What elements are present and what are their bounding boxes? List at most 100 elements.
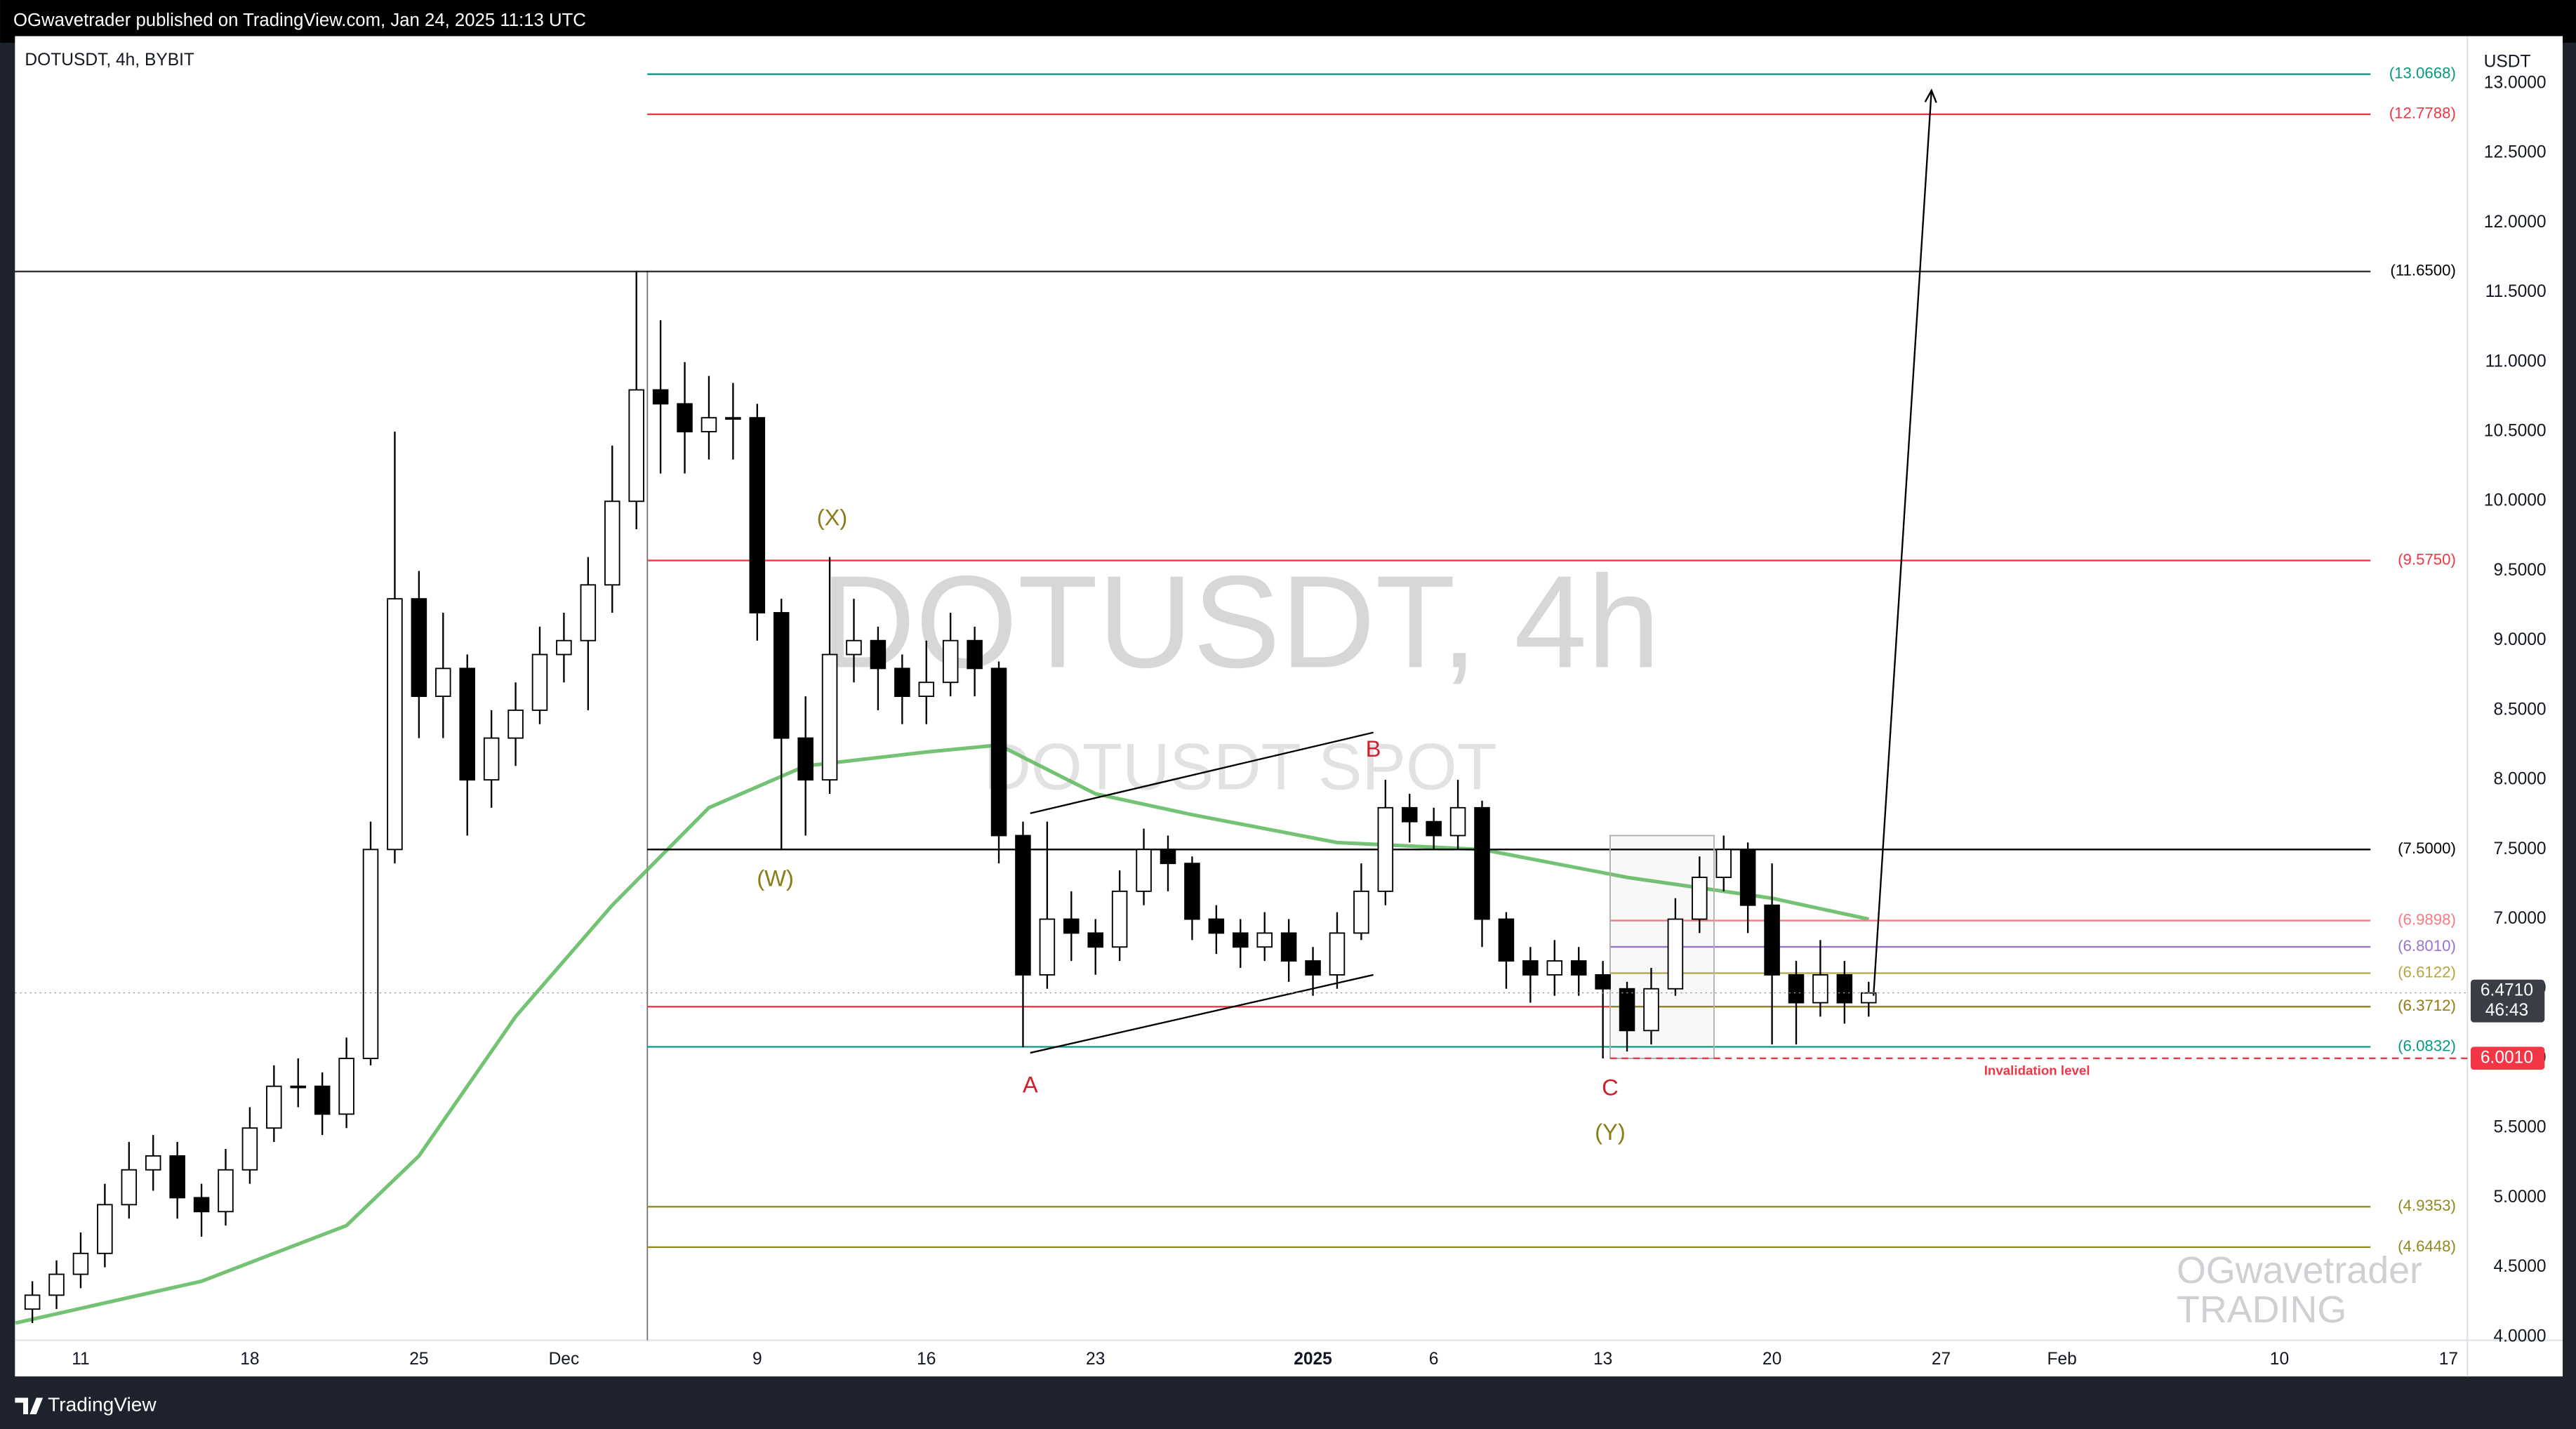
level-label: (6.3712) <box>2398 997 2456 1014</box>
candle-body <box>1305 960 1321 976</box>
x-tick-label: 20 <box>1762 1350 1781 1369</box>
moving-average <box>15 743 1869 1325</box>
candle-body <box>1619 988 1635 1032</box>
candle-body <box>169 1155 185 1199</box>
y-tick-label: 4.5000 <box>2493 1257 2546 1276</box>
level-label: (6.9898) <box>2398 910 2456 928</box>
y-tick-label: 5.5000 <box>2493 1118 2546 1137</box>
x-tick-label: 23 <box>1086 1350 1105 1369</box>
candle-body <box>266 1085 282 1129</box>
level-label: (9.5750) <box>2398 550 2456 568</box>
x-tick-label: 11 <box>72 1350 90 1369</box>
candle-body <box>821 653 838 781</box>
watermark-sub: DOTUSDT SPOT <box>983 730 1496 804</box>
y-tick-label: 13.0000 <box>2484 73 2547 92</box>
countdown-label: 46:43 <box>2485 1001 2528 1020</box>
y-tick-label: 10.0000 <box>2484 491 2547 510</box>
candle-body <box>72 1252 89 1275</box>
x-tick-label: 10 <box>2270 1350 2289 1369</box>
logo <box>15 1397 44 1414</box>
wave-label: B <box>1366 736 1381 762</box>
candle-body <box>241 1127 258 1171</box>
level-label: (6.0832) <box>2398 1037 2456 1054</box>
candle-body <box>1329 932 1346 976</box>
wave-label: A <box>1023 1071 1038 1097</box>
candle-body <box>1353 890 1369 934</box>
x-tick-label: 9 <box>752 1350 762 1369</box>
candle-body <box>459 667 475 781</box>
signature: TRADING <box>2177 1289 2346 1331</box>
header-text: OGwavetrader published on TradingView.co… <box>13 11 586 30</box>
candle-body <box>870 639 887 670</box>
level-label: (13.0668) <box>2389 65 2456 82</box>
wave-label: C <box>1602 1074 1619 1100</box>
candle-body <box>145 1155 161 1171</box>
candle-body <box>894 667 910 698</box>
candle-body <box>677 403 693 432</box>
x-tick-label: 13 <box>1593 1350 1612 1369</box>
candle-body <box>652 389 669 405</box>
candle-body <box>338 1058 354 1115</box>
x-tick-label: Feb <box>2047 1350 2076 1369</box>
candle-body <box>121 1169 138 1206</box>
level-label: (4.6448) <box>2398 1237 2456 1255</box>
candle-body <box>1377 806 1394 892</box>
candle-body <box>1739 849 1756 906</box>
candle-body <box>1184 863 1200 920</box>
projection-arrow <box>1872 90 1932 996</box>
candle-body <box>918 682 935 698</box>
candle-body <box>628 389 644 503</box>
candle-body <box>24 1294 41 1310</box>
y-tick-label: 8.5000 <box>2493 700 2546 719</box>
candle-body <box>604 500 620 586</box>
arrow-head <box>1924 88 1937 103</box>
candle-body <box>580 584 597 642</box>
y-tick-label: 5.0000 <box>2493 1188 2546 1207</box>
candle-body <box>387 598 403 851</box>
candle-body <box>507 709 524 739</box>
x-tick-label: 16 <box>917 1350 936 1369</box>
candle-body <box>1474 806 1490 920</box>
candle-body <box>1692 877 1708 920</box>
level-label: (11.6500) <box>2390 262 2455 279</box>
candle-body <box>193 1197 210 1213</box>
chart-area <box>15 36 2563 1377</box>
y-tick-label: 12.5000 <box>2484 143 2547 162</box>
last-price-tag <box>2470 979 2545 1023</box>
candle-body <box>435 667 451 698</box>
candle-body <box>1836 973 1853 1004</box>
candle-body <box>556 639 572 656</box>
invalidation-tag-label: 6.0010 <box>2481 1048 2533 1067</box>
wave-label: (Y) <box>1595 1119 1626 1145</box>
candle-body <box>1522 960 1539 976</box>
level-label: (6.3712) <box>2398 997 2456 1014</box>
candle-body <box>1401 806 1418 823</box>
candle-body <box>97 1204 113 1254</box>
y-tick-label: 4.0000 <box>2493 1327 2546 1345</box>
level-label: (6.8010) <box>2398 937 2456 955</box>
x-tick-label: 17 <box>2439 1350 2458 1369</box>
candle-body <box>725 417 741 420</box>
y-tick-label: 8.0000 <box>2493 770 2546 789</box>
x-tick-label: 6 <box>1429 1350 1439 1369</box>
candle-body <box>314 1085 331 1115</box>
y-tick-label: 11.0000 <box>2485 352 2547 371</box>
y-tick-label: 9.0000 <box>2493 630 2546 649</box>
candle-body <box>1136 849 1152 892</box>
candle-body <box>1449 806 1466 837</box>
currency: USDT <box>2484 52 2531 71</box>
x-tick-label: 18 <box>240 1350 259 1369</box>
x-tick-label: 2025 <box>1294 1350 1332 1369</box>
level-label: (4.9353) <box>2398 1197 2456 1214</box>
level-label: (6.6122) <box>2398 963 2456 981</box>
y-tick-label: 12.0000 <box>2484 213 2547 232</box>
candle-body <box>1015 835 1031 976</box>
candle-body <box>942 639 959 684</box>
candle-body <box>483 737 500 781</box>
invalidation-tag <box>2470 1046 2545 1070</box>
plot: (13.0668) (12.7788) (11.6500) (9.5750) (7.50… <box>15 65 2468 1325</box>
candle-body <box>411 598 427 698</box>
footer-bar <box>0 1379 2576 1429</box>
